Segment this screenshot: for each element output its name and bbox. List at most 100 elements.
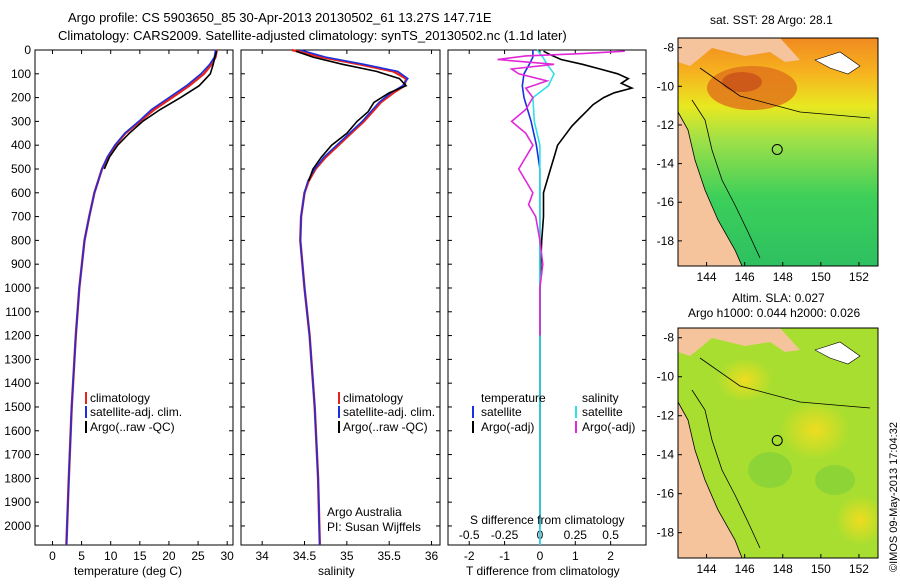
legend-salinity-heading: salinity	[582, 391, 619, 405]
y-tick-label: 400	[11, 138, 31, 152]
difference-legend: temperature satellite Argo(-adj) salinit…	[470, 391, 635, 527]
title-line-1: Argo profile: CS 5903650_85 30-Apr-2013 …	[68, 10, 492, 25]
x-tick-label: -1	[499, 549, 510, 563]
sla-map-title-2: Argo h1000: 0.044 h2000: 0.026	[688, 306, 860, 320]
y-tick-label: 2000	[4, 519, 31, 533]
map-y-tick-label: -18	[657, 526, 675, 540]
series-temperature-argo-adj	[539, 50, 635, 526]
sla-deep-contour	[699, 357, 871, 409]
x-tick-label: 10	[104, 549, 118, 563]
temperature-legend: climatology satellite-adj. clim. Argo(..…	[85, 391, 182, 434]
y-tick-label: 1500	[4, 400, 31, 414]
credit-pi-name: PI: Susan Wijffels	[327, 520, 421, 534]
x-tick-label: 20	[162, 549, 176, 563]
y-tick-label: 500	[11, 162, 31, 176]
difference-panel	[447, 49, 647, 546]
sla-high-2	[717, 358, 773, 402]
series-satellite-adj-clim	[299, 49, 409, 546]
sla-land-australia	[678, 401, 743, 558]
map-y-tick-label: -12	[657, 409, 675, 423]
sla-high-1	[780, 400, 850, 460]
s-tick-label: -0.25	[491, 528, 519, 542]
legend-satellite-label: satellite-adj. clim.	[90, 405, 182, 419]
map-x-tick-label: 144	[697, 562, 717, 576]
sst-warm-core	[722, 72, 762, 92]
legend-argo-label: Argo(..raw -QC)	[343, 420, 428, 434]
credit-argo-australia: Argo Australia	[327, 505, 402, 519]
y-tick-label: 1600	[4, 424, 31, 438]
x-tick-label: 0	[49, 549, 56, 563]
series-argo-raw-qc	[295, 50, 408, 182]
sla-low-1	[748, 452, 792, 488]
sst-deep-contour	[699, 67, 871, 119]
map-y-tick-label: -10	[657, 370, 675, 384]
map-y-tick-label: -18	[657, 234, 675, 248]
map-x-tick-label: 144	[697, 270, 717, 284]
sst-land-australia	[678, 111, 743, 266]
x-tick-label: 35.5	[378, 549, 402, 563]
map-y-tick-label: -8	[663, 41, 674, 55]
s-tick-label: -0.5	[459, 528, 480, 542]
legend-climatology-label: climatology	[90, 391, 150, 405]
t-difference-axis-title: T difference from climatology	[466, 564, 620, 578]
series-satellite-adj-clim	[65, 49, 217, 546]
y-tick-label: 1200	[4, 329, 31, 343]
sst-reef-contour	[691, 99, 761, 259]
legend-satellite-label: satellite-adj. clim.	[343, 405, 435, 419]
legend-s-satellite-label: satellite	[582, 405, 623, 419]
x-tick-label: 30	[220, 549, 234, 563]
legend-t-satellite-label: satellite	[481, 405, 522, 419]
y-tick-label: 100	[11, 67, 31, 81]
salinity-axis-title: salinity	[318, 564, 355, 578]
y-tick-label: 1000	[4, 281, 31, 295]
sla-land-islands	[814, 341, 861, 365]
sla-map-frame	[677, 327, 879, 559]
x-tick-label: 0	[537, 549, 544, 563]
y-tick-label: 800	[11, 233, 31, 247]
sst-map	[678, 38, 878, 266]
x-tick-label: 35	[340, 549, 354, 563]
series-salinity-argo-adj	[497, 50, 625, 336]
y-tick-label: 1800	[4, 471, 31, 485]
legend-climatology-label: climatology	[343, 391, 403, 405]
s-tick-label: 0.5	[602, 528, 619, 542]
title-line-2: Climatology: CARS2009. Satellite-adjuste…	[58, 28, 567, 43]
legend-temperature-heading: temperature	[481, 391, 546, 405]
salinity-panel	[240, 49, 441, 546]
x-tick-label: 5	[78, 549, 85, 563]
profile-location-marker	[771, 434, 783, 446]
legend-argo-label: Argo(..raw -QC)	[90, 420, 175, 434]
profile-location-marker	[771, 143, 783, 155]
sla-map-title-1: Altim. SLA: 0.027	[732, 291, 825, 305]
sst-land-islands	[814, 51, 861, 75]
x-tick-label: 34	[255, 549, 269, 563]
map-x-tick-label: 148	[773, 562, 793, 576]
map-x-tick-label: 152	[849, 562, 869, 576]
map-y-tick-label: -16	[657, 195, 675, 209]
s-tick-label: 0.25	[564, 528, 588, 542]
sst-map-title: sat. SST: 28 Argo: 28.1	[710, 13, 833, 27]
map-y-tick-label: -8	[663, 331, 674, 345]
sla-high-3	[835, 495, 878, 545]
series-argo-raw-qc	[103, 50, 218, 170]
salinity-legend: climatology satellite-adj. clim. Argo(..…	[327, 391, 435, 534]
map-x-tick-label: 150	[811, 562, 831, 576]
map-y-tick-label: -16	[657, 487, 675, 501]
y-tick-label: 600	[11, 186, 31, 200]
y-tick-label: 1100	[5, 305, 31, 319]
map-y-tick-label: -12	[657, 118, 675, 132]
y-tick-label: 1900	[4, 495, 31, 509]
y-tick-label: 0	[24, 43, 31, 57]
x-tick-label: 34.5	[293, 549, 317, 563]
map-y-tick-label: -14	[657, 157, 675, 171]
map-x-tick-label: 150	[811, 270, 831, 284]
x-tick-label: 25	[191, 549, 205, 563]
legend-t-argo-label: Argo(-adj)	[481, 420, 534, 434]
x-tick-label: 2	[607, 549, 614, 563]
sst-map-frame	[677, 37, 879, 267]
x-tick-label: -2	[464, 549, 475, 563]
map-x-tick-label: 146	[735, 270, 755, 284]
legend-s-argo-label: Argo(-adj)	[582, 420, 635, 434]
